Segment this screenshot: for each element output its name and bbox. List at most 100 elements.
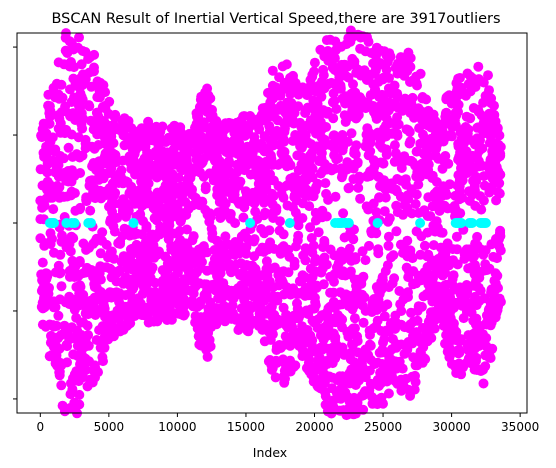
outlier-point bbox=[368, 323, 379, 334]
outlier-point bbox=[84, 242, 95, 253]
outlier-point bbox=[429, 261, 440, 272]
outlier-point bbox=[197, 197, 208, 208]
outlier-point bbox=[137, 229, 148, 240]
outlier-point bbox=[46, 350, 57, 361]
outlier-point bbox=[281, 59, 292, 70]
outlier-point bbox=[318, 70, 329, 81]
outlier-point bbox=[107, 181, 118, 192]
outlier-point bbox=[44, 101, 55, 112]
outlier-point bbox=[401, 124, 412, 135]
outlier-point bbox=[239, 196, 250, 207]
outlier-point bbox=[258, 305, 269, 316]
outlier-point bbox=[470, 314, 481, 325]
outlier-point bbox=[271, 125, 282, 136]
outlier-point bbox=[65, 84, 75, 95]
outlier-point bbox=[478, 364, 488, 375]
outlier-point bbox=[213, 207, 224, 218]
outlier-point bbox=[439, 288, 450, 299]
x-tick-label: 20000 bbox=[295, 420, 333, 434]
outlier-point bbox=[191, 267, 202, 278]
outlier-point bbox=[365, 146, 376, 157]
outlier-point bbox=[485, 157, 496, 168]
plot-points bbox=[35, 25, 506, 421]
outlier-point bbox=[306, 118, 317, 129]
outlier-point bbox=[50, 267, 61, 278]
outlier-point bbox=[85, 175, 95, 186]
outlier-point bbox=[45, 337, 56, 348]
outlier-point bbox=[95, 261, 106, 272]
outlier-point bbox=[389, 156, 400, 167]
x-tick-label: 0 bbox=[36, 420, 44, 434]
outlier-point bbox=[207, 104, 217, 115]
outlier-point bbox=[342, 157, 353, 168]
outlier-point bbox=[55, 330, 66, 341]
outlier-point bbox=[328, 113, 339, 124]
outlier-point bbox=[373, 285, 384, 296]
x-tick-label: 30000 bbox=[433, 420, 471, 434]
outlier-point bbox=[69, 62, 79, 73]
outlier-point bbox=[127, 284, 138, 295]
outlier-point bbox=[97, 352, 108, 363]
outlier-point bbox=[360, 103, 371, 114]
outlier-point bbox=[60, 297, 71, 308]
outlier-point bbox=[423, 279, 434, 290]
outlier-point bbox=[55, 151, 66, 161]
outlier-point bbox=[259, 336, 270, 347]
outlier-point bbox=[481, 310, 492, 321]
outlier-point bbox=[261, 284, 272, 295]
outlier-point bbox=[202, 247, 212, 258]
x-tick-label: 10000 bbox=[158, 420, 196, 434]
outlier-point bbox=[233, 325, 244, 335]
outlier-point bbox=[284, 251, 295, 262]
outlier-point bbox=[317, 166, 328, 176]
outlier-point bbox=[340, 70, 351, 81]
outlier-point bbox=[53, 110, 64, 121]
outlier-point bbox=[121, 122, 132, 133]
outlier-point bbox=[254, 142, 265, 153]
outlier-point bbox=[351, 113, 362, 124]
outlier-point bbox=[202, 351, 213, 362]
outlier-point bbox=[293, 230, 304, 241]
outlier-point bbox=[166, 159, 177, 170]
outlier-point bbox=[74, 389, 85, 400]
outlier-point bbox=[408, 316, 419, 327]
outlier-point bbox=[126, 264, 136, 275]
outlier-point bbox=[426, 314, 437, 325]
outlier-point bbox=[73, 42, 83, 53]
outlier-point bbox=[77, 150, 88, 161]
outlier-point bbox=[408, 352, 419, 363]
outlier-point bbox=[74, 32, 84, 43]
outlier-point bbox=[330, 317, 341, 328]
outlier-point bbox=[88, 118, 99, 129]
outlier-point bbox=[52, 181, 63, 191]
outlier-point bbox=[472, 150, 482, 161]
outlier-point bbox=[183, 204, 194, 214]
outlier-point bbox=[200, 184, 211, 195]
outlier-point bbox=[141, 258, 152, 269]
outlier-point bbox=[307, 247, 318, 258]
outlier-point bbox=[195, 299, 205, 310]
outlier-point bbox=[386, 128, 397, 139]
outlier-point bbox=[405, 390, 416, 401]
outlier-point bbox=[371, 207, 382, 218]
outlier-point bbox=[458, 159, 469, 170]
outlier-point bbox=[201, 279, 212, 290]
outlier-point bbox=[329, 137, 340, 148]
outlier-point bbox=[465, 78, 475, 89]
outlier-point bbox=[267, 329, 278, 340]
outlier-point bbox=[305, 150, 315, 161]
outlier-point bbox=[125, 158, 136, 169]
outlier-point bbox=[477, 143, 488, 154]
outlier-point bbox=[391, 186, 402, 197]
outlier-point bbox=[307, 340, 318, 351]
outlier-point bbox=[167, 181, 178, 192]
outlier-point bbox=[474, 272, 485, 283]
outlier-point bbox=[187, 258, 198, 269]
outlier-point bbox=[220, 304, 230, 315]
outlier-point bbox=[183, 174, 193, 184]
outlier-point bbox=[359, 353, 370, 364]
outlier-point bbox=[175, 234, 186, 245]
outlier-point bbox=[416, 271, 426, 282]
outlier-point bbox=[263, 87, 273, 98]
outlier-point bbox=[209, 245, 220, 255]
